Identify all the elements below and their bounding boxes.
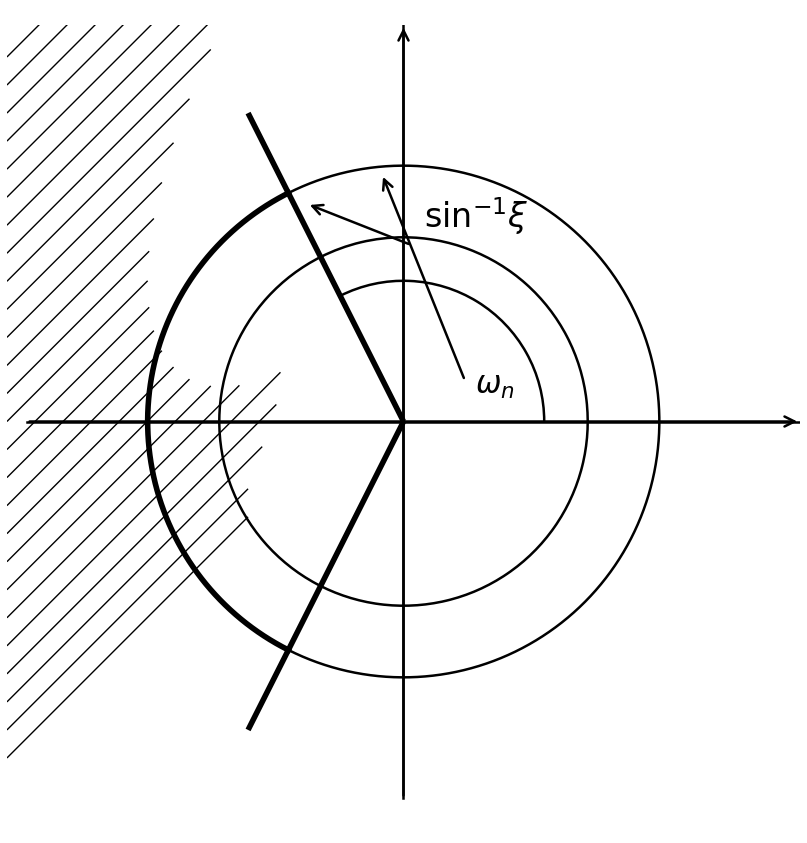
- Text: $\mathrm{sin}^{-1}\xi$: $\mathrm{sin}^{-1}\xi$: [424, 196, 529, 237]
- Text: $\omega_n$: $\omega_n$: [475, 370, 515, 401]
